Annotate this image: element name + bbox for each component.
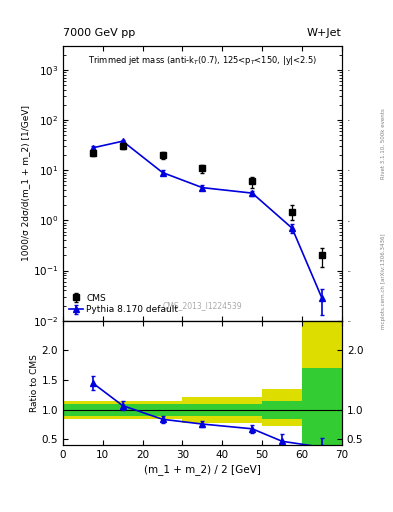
Y-axis label: 1000/σ 2dσ/d(m_1 + m_2) [1/GeV]: 1000/σ 2dσ/d(m_1 + m_2) [1/GeV]	[21, 105, 30, 261]
Bar	[262, 401, 302, 419]
Text: CMS_2013_I1224539: CMS_2013_I1224539	[163, 301, 242, 310]
Bar	[262, 389, 302, 426]
Text: Rivet 3.1.10, 500k events: Rivet 3.1.10, 500k events	[381, 108, 386, 179]
Bar	[63, 401, 182, 419]
Text: W+Jet: W+Jet	[307, 28, 342, 38]
Bar	[182, 397, 262, 423]
Y-axis label: Ratio to CMS: Ratio to CMS	[29, 354, 39, 412]
Bar	[302, 368, 342, 445]
Text: Trimmed jet mass (anti-k$_T$(0.7), 125<p$_T$<150, |y|<2.5): Trimmed jet mass (anti-k$_T$(0.7), 125<p…	[88, 54, 317, 67]
Text: mcplots.cern.ch [arXiv:1306.3436]: mcplots.cern.ch [arXiv:1306.3436]	[381, 234, 386, 329]
Legend: CMS, Pythia 8.170 default: CMS, Pythia 8.170 default	[67, 292, 180, 316]
Bar	[302, 321, 342, 445]
Text: 7000 GeV pp: 7000 GeV pp	[63, 28, 135, 38]
X-axis label: (m_1 + m_2) / 2 [GeV]: (m_1 + m_2) / 2 [GeV]	[144, 464, 261, 475]
Bar	[63, 404, 262, 416]
